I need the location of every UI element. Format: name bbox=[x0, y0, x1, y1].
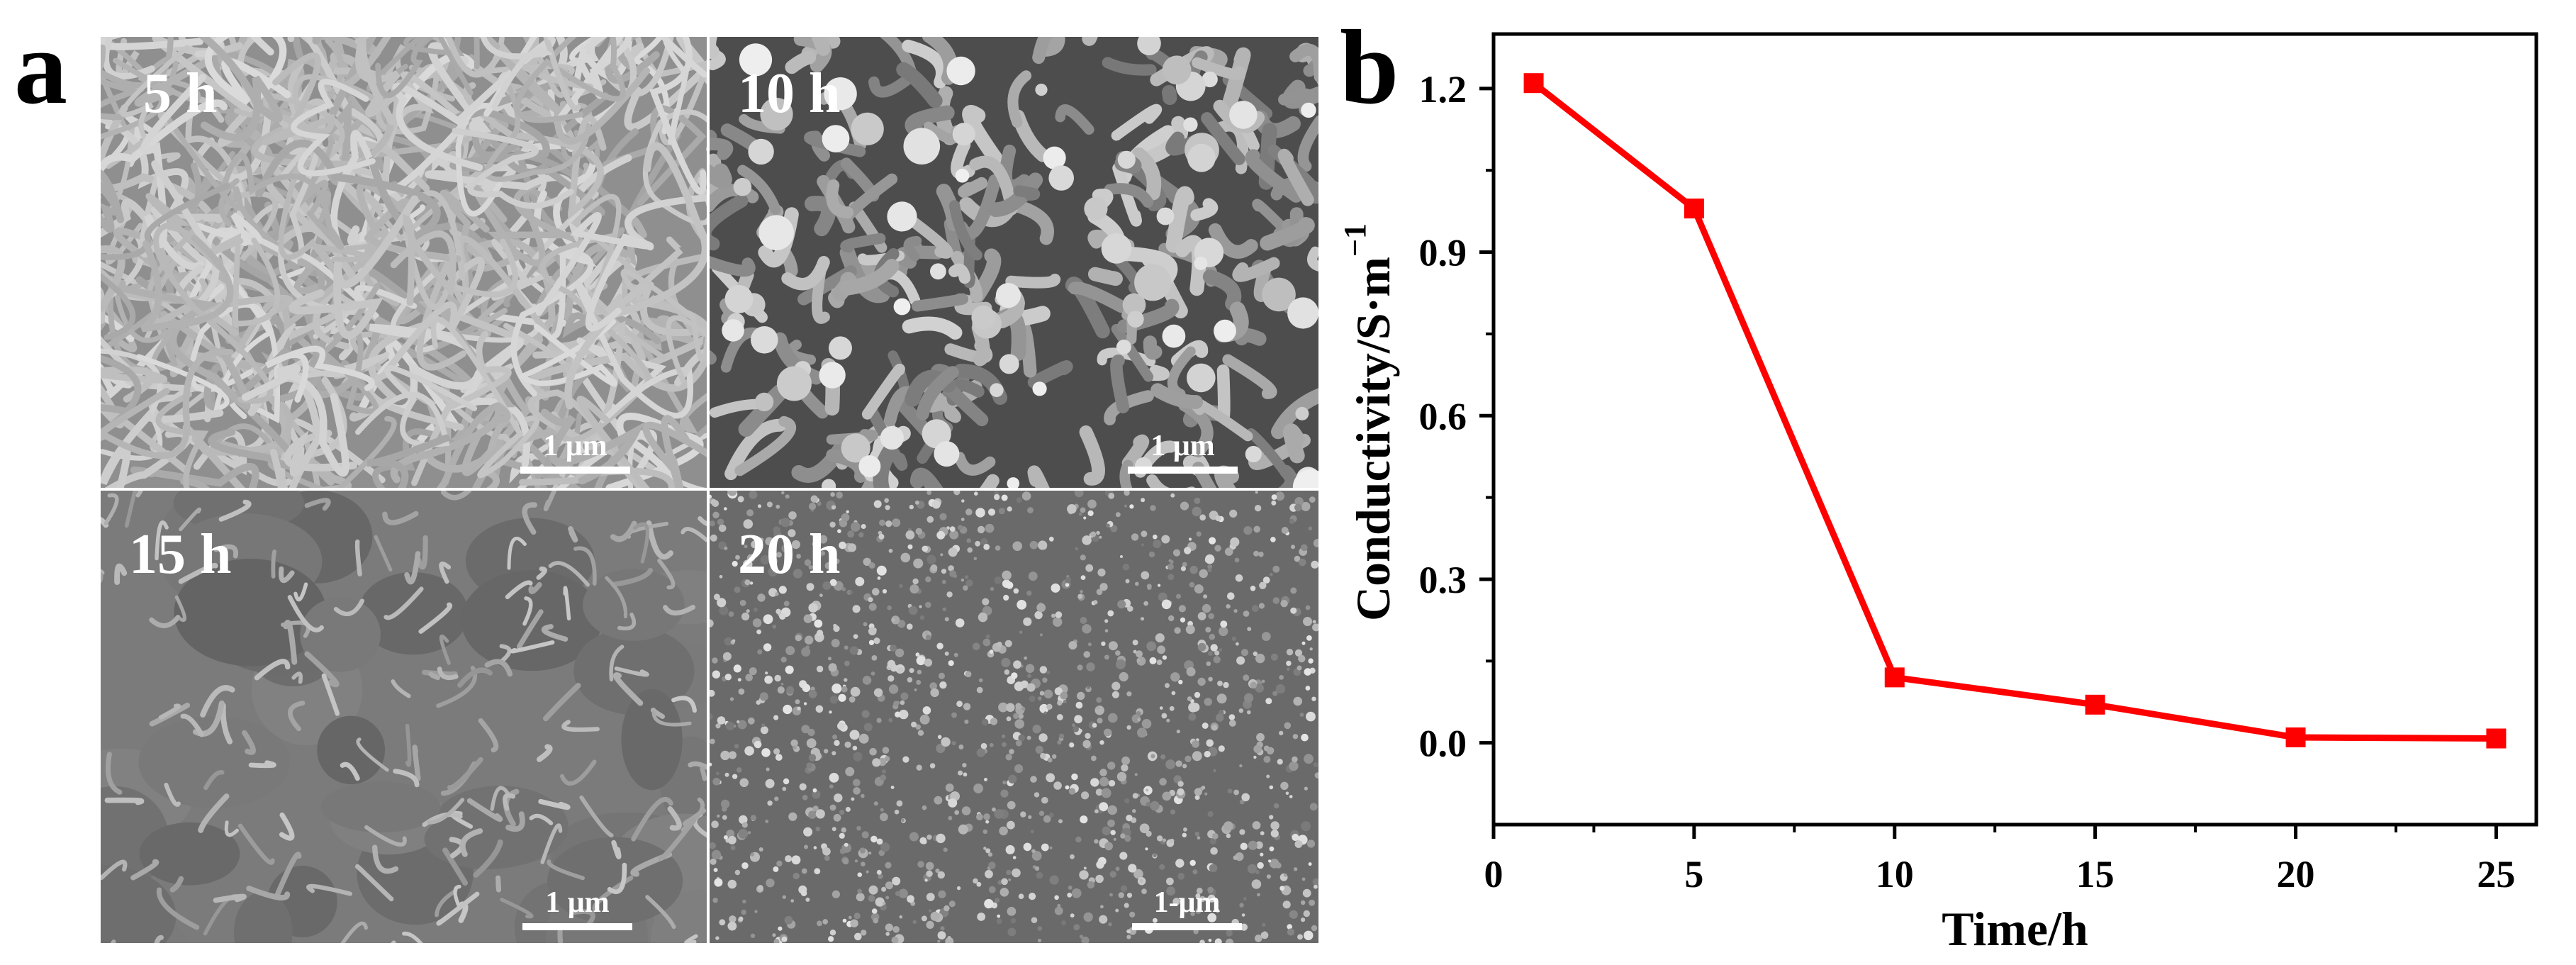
data-point-marker bbox=[1684, 199, 1704, 219]
x-tick-label: 15 bbox=[2076, 853, 2115, 896]
data-point-marker bbox=[2285, 727, 2306, 747]
sem-time-label: 15 h bbox=[129, 523, 232, 586]
y-axis-label-superscript: −1 bbox=[1338, 223, 1372, 257]
chart-canvas: 0 5 10 15 20 25 0.0 0.3 0.6 0.9 1.2 Time/h Conduct… bbox=[1338, 32, 2538, 956]
sem-image-20h: 20 h 1-μm bbox=[710, 491, 1318, 943]
scale-bar-label: 1 μm bbox=[543, 430, 607, 462]
plot-area-frame bbox=[1491, 32, 2538, 827]
scale-bar: 1 μm bbox=[522, 888, 632, 930]
scale-bar-line bbox=[1132, 923, 1242, 930]
scale-bar: 1-μm bbox=[1132, 888, 1242, 930]
scale-bar-line bbox=[522, 923, 632, 930]
data-point-marker bbox=[2486, 728, 2507, 749]
scale-bar-line bbox=[520, 467, 630, 474]
sem-time-label: 5 h bbox=[143, 62, 218, 125]
series-line bbox=[1531, 80, 2497, 742]
y-tick-label: 1.2 bbox=[1419, 68, 1467, 111]
x-tick-label: 20 bbox=[2277, 853, 2315, 896]
x-tick-label: 0 bbox=[1484, 853, 1503, 896]
sem-image-5h: 5 h 1 μm bbox=[101, 37, 707, 488]
sem-texture bbox=[101, 491, 707, 943]
sem-texture bbox=[710, 491, 1318, 943]
scale-bar-line bbox=[1128, 467, 1238, 474]
scale-bar-label: 1 μm bbox=[545, 886, 610, 919]
y-tick-label: 0.3 bbox=[1419, 559, 1467, 601]
x-tick-label: 10 bbox=[1876, 853, 1914, 896]
data-point-marker bbox=[1523, 73, 1544, 94]
x-tick-label: 25 bbox=[2477, 853, 2515, 896]
sem-image-15h: 15 h 1 μm bbox=[101, 491, 707, 943]
sem-image-grid: 5 h 1 μm 10 h 1 μm 15 h 1 μm 20 h 1-μm bbox=[101, 37, 1318, 943]
svg-text:Conductivity/S·m−1: Conductivity/S·m−1 bbox=[1338, 223, 1400, 621]
y-axis-label: Conductivity/S·m−1 bbox=[1338, 223, 1400, 621]
sem-texture bbox=[101, 37, 707, 488]
sem-image-10h: 10 h 1 μm bbox=[710, 37, 1318, 488]
y-tick-label: 0.6 bbox=[1419, 395, 1467, 437]
y-tick-label: 0.9 bbox=[1419, 232, 1467, 274]
scale-bar-label: 1-μm bbox=[1153, 886, 1221, 919]
scale-bar-label: 1 μm bbox=[1150, 430, 1215, 462]
panel-label-b: b bbox=[1340, 9, 1399, 126]
sem-time-label: 10 h bbox=[738, 62, 841, 125]
scale-bar: 1 μm bbox=[1128, 431, 1238, 474]
scale-bar: 1 μm bbox=[520, 431, 630, 474]
data-point-marker bbox=[2085, 694, 2105, 715]
y-axis-label-text: Conductivity/S·m bbox=[1346, 257, 1400, 621]
panel-label-a: a bbox=[14, 9, 67, 126]
x-axis-label: Time/h bbox=[1942, 902, 2088, 956]
y-tick-label: 0.0 bbox=[1419, 723, 1467, 765]
data-point-marker bbox=[1884, 667, 1905, 688]
sem-texture bbox=[710, 37, 1318, 488]
conductivity-chart: 0 5 10 15 20 25 0.0 0.3 0.6 0.9 1.2 Time/h Conduct… bbox=[1333, 0, 2576, 965]
x-tick-label: 5 bbox=[1684, 853, 1703, 896]
sem-time-label: 20 h bbox=[738, 523, 841, 586]
